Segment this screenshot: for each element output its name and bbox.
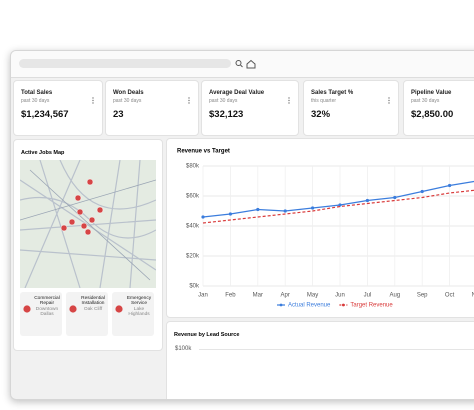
- kpi-value: $2,850.00: [411, 109, 454, 120]
- lead-source-card: Revenue by Lead Source $100k: [166, 321, 474, 399]
- point: [365, 198, 369, 203]
- point: [201, 215, 205, 219]
- job-type: Emergency Service: [126, 296, 152, 306]
- x-tick-label: Jul: [364, 293, 372, 299]
- x-tick-label: Aug: [389, 293, 400, 299]
- kpi-card: Average Deal Value past 30 days $32,123: [201, 80, 299, 136]
- browser-toolbar: [11, 51, 474, 78]
- map-card: Active Jobs Map Commercial Repair Downtow…: [13, 139, 163, 351]
- point: [338, 203, 342, 207]
- job-type: Commercial Repair: [34, 296, 60, 306]
- kpi-menu[interactable]: [388, 91, 390, 109]
- x-tick-label: Jun: [335, 293, 345, 299]
- point: [228, 212, 232, 216]
- legend-dot: [279, 303, 283, 307]
- kpi-title: Total Sales: [21, 90, 53, 96]
- x-tick-label: Jan: [198, 293, 208, 299]
- point: [283, 209, 287, 213]
- y-tick-label: $20k: [186, 254, 200, 260]
- map-title: Active Jobs Map: [21, 150, 65, 156]
- x-tick-label: Oct: [445, 293, 455, 299]
- address-bar[interactable]: [19, 59, 231, 68]
- kpi-period: past 30 days: [209, 98, 238, 104]
- lead-source-title: Revenue by Lead Source: [174, 332, 240, 338]
- line-chart: Revenue vs Target $0k $20k $40k $60k $80k Jan…: [177, 149, 474, 309]
- y-tick-label: $100k: [175, 346, 192, 352]
- job-text: Emergency Service Lake Highlands: [124, 296, 154, 317]
- job-icon: [23, 305, 31, 313]
- y-tick-label: $80k: [186, 164, 200, 170]
- x-tick-label: May: [307, 293, 318, 299]
- kpi-period: this quarter: [311, 98, 337, 104]
- kpi-period: past 30 days: [411, 98, 440, 104]
- series-line: [202, 180, 474, 218]
- kpi-period: past 30 days: [21, 98, 50, 104]
- kpi-value: $32,123: [209, 109, 244, 120]
- browser-window: Active Jobs Map Commercial Repair Downtow…: [10, 50, 474, 400]
- kpi-card: Sales Target % this quarter 32%: [303, 80, 399, 136]
- job-icon: [115, 305, 123, 313]
- y-tick-label: $0k: [189, 284, 200, 290]
- point: [311, 206, 315, 210]
- kpi-title: Average Deal Value: [209, 90, 265, 96]
- kpi-card: Pipeline Value past 30 days $2,850.00: [403, 80, 474, 136]
- job-location: Oak Cliff: [83, 307, 103, 312]
- kpi-value: 32%: [311, 109, 331, 120]
- legend-dot: [341, 303, 345, 307]
- x-tick-label: Apr: [281, 293, 290, 299]
- job-icon: [69, 305, 77, 313]
- chart-card: Revenue vs Target $0k $20k $40k $60k $80k Jan…: [166, 138, 474, 318]
- x-tick-label: Nov: [472, 293, 474, 299]
- y-tick-label: $40k: [186, 224, 200, 230]
- grid-line: [199, 349, 474, 350]
- kpi-menu[interactable]: [92, 91, 94, 109]
- kpi-menu[interactable]: [188, 91, 190, 109]
- job-text: Commercial Repair Downtown Dallas: [32, 296, 62, 317]
- job-item: Emergency Service Lake Highlands: [112, 292, 154, 336]
- kpi-value: $1,234,567: [21, 109, 69, 120]
- series-line: [202, 189, 474, 224]
- toolbar-icons[interactable]: [235, 59, 257, 69]
- kpi-title: Pipeline Value: [411, 90, 452, 96]
- kpi-period: past 30 days: [113, 98, 142, 104]
- kpi-card: Won Deals past 30 days 23: [105, 80, 199, 136]
- point: [420, 189, 424, 194]
- x-tick-label: Mar: [253, 293, 263, 299]
- job-item: Commercial Repair Downtown Dallas: [20, 292, 62, 336]
- kpi-menu[interactable]: [288, 91, 290, 109]
- kpi-title: Won Deals: [113, 90, 144, 96]
- y-tick-label: $60k: [186, 194, 200, 200]
- kpi-value: 23: [113, 109, 124, 120]
- x-tick-label: Sep: [417, 293, 428, 299]
- kpi-card: Total Sales past 30 days $1,234,567: [13, 80, 103, 136]
- legend-label: Target Revenue: [350, 303, 393, 309]
- job-location: Lake Highlands: [128, 307, 150, 317]
- job-location: Downtown Dallas: [35, 307, 59, 317]
- point: [393, 195, 397, 200]
- map[interactable]: [20, 160, 156, 288]
- kpi-title: Sales Target %: [311, 90, 354, 96]
- point: [448, 183, 452, 188]
- job-text: Residential Installation Oak Cliff: [78, 296, 108, 312]
- point: [256, 207, 260, 212]
- legend-label: Actual Revenue: [288, 303, 331, 309]
- job-type: Residential Installation: [81, 296, 105, 306]
- x-tick-label: Feb: [225, 293, 236, 299]
- job-item: Residential Installation Oak Cliff: [66, 292, 108, 336]
- chart-title: Revenue vs Target: [177, 149, 230, 155]
